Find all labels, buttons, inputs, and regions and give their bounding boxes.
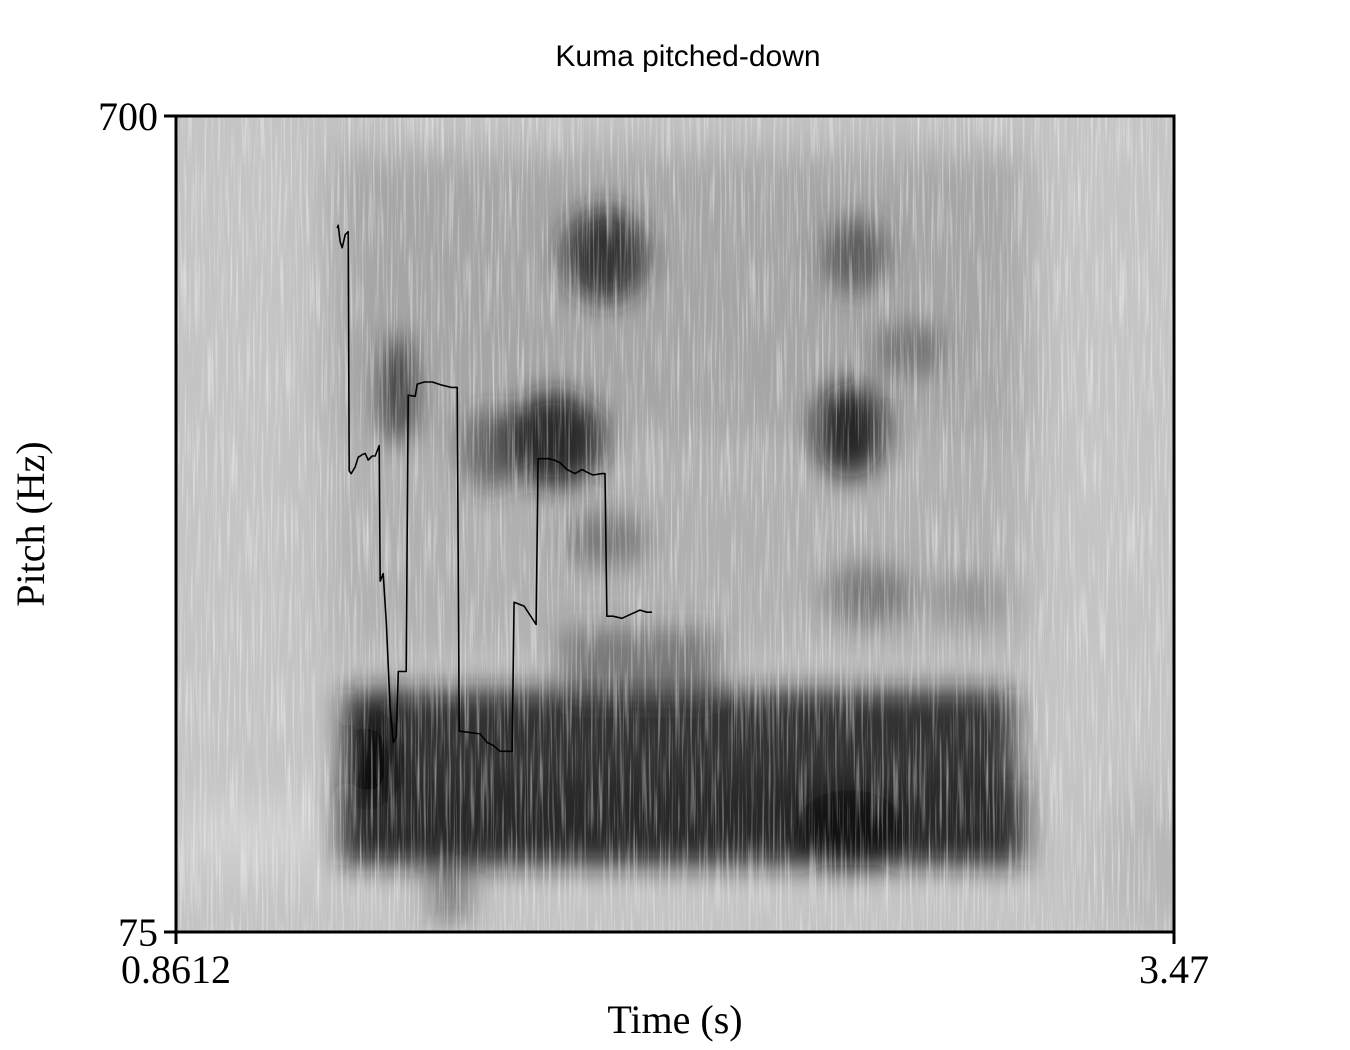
pitch-contour-layer — [336, 224, 652, 753]
spectrogram-background — [176, 116, 1174, 932]
y-axis-label: Pitch (Hz) — [8, 441, 53, 607]
x-tick-label: 0.8612 — [121, 947, 231, 992]
chart-title: Kuma pitched-down — [555, 40, 820, 73]
y-tick-label: 75 — [118, 910, 158, 955]
x-tick-label: 3.47 — [1139, 947, 1209, 992]
pitch-contour-line — [336, 224, 652, 753]
plot-frame — [174, 114, 1176, 934]
x-axis-label: Time (s) — [607, 997, 742, 1042]
y-tick-label: 700 — [98, 94, 158, 139]
